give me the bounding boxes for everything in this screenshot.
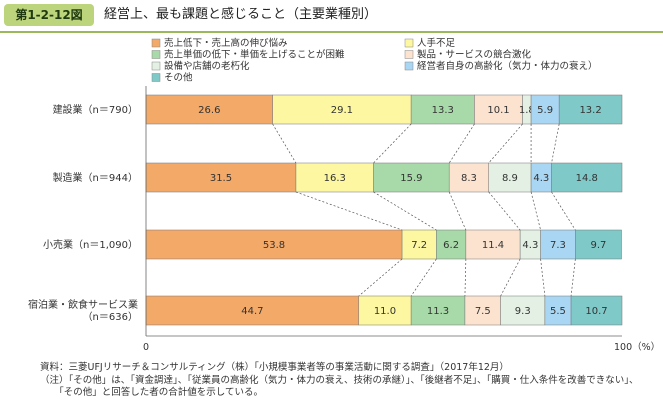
bar-segment xyxy=(295,162,374,193)
data-label: 44.7 xyxy=(241,306,263,317)
data-label: 11.0 xyxy=(374,306,396,317)
data-label: 13.2 xyxy=(579,105,601,116)
header-rule xyxy=(0,31,663,33)
data-label: 5.9 xyxy=(537,105,553,116)
connector-line xyxy=(500,258,521,297)
legend-swatch xyxy=(404,50,414,59)
legend-label: 売上低下・売上高の伸び悩み xyxy=(164,37,288,49)
figure-title: 経営上、最も課題と感じること（主要業種別） xyxy=(104,7,378,22)
category-label: 小売業（n＝1,090） xyxy=(43,238,138,251)
legend-swatch xyxy=(404,61,414,71)
data-label: 7.2 xyxy=(411,240,427,251)
connector-line xyxy=(488,123,523,164)
data-label: 10.7 xyxy=(585,306,607,317)
connector-line xyxy=(448,191,467,231)
bar-segment xyxy=(272,94,412,125)
data-label: 10.1 xyxy=(487,105,509,116)
connector-line xyxy=(551,191,576,231)
connector-line xyxy=(358,258,403,297)
bar-segment xyxy=(500,295,546,326)
bar-segment xyxy=(448,162,489,193)
connector-line xyxy=(570,258,576,297)
data-label: 7.3 xyxy=(550,240,566,251)
legend-swatch xyxy=(151,73,161,82)
data-label: 8.9 xyxy=(502,173,518,184)
legend-label: 製品・サービスの競合激化 xyxy=(417,49,532,61)
legend-swatch xyxy=(151,50,161,59)
category-label: （n＝636） xyxy=(83,311,138,323)
bar-segment xyxy=(410,295,466,326)
data-label: 4.3 xyxy=(533,173,549,184)
legend-swatch xyxy=(151,61,161,71)
category-label: 建設業（n＝790） xyxy=(53,103,138,116)
bar-segment xyxy=(358,295,412,326)
x-tick-label: 0 xyxy=(143,342,149,353)
legend-label: 経営者自身の高齢化（気力・体力の衰え） xyxy=(417,60,598,72)
data-label: 31.5 xyxy=(210,173,232,184)
legend-label: 設備や店舗の老朽化 xyxy=(164,60,250,72)
footnotes: 資料：三菱UFJリサーチ＆コンサルティング（株）「小規模事業者等の事業活動に関す… xyxy=(40,362,655,400)
data-label: 11.4 xyxy=(482,240,504,251)
data-label: 26.6 xyxy=(198,105,220,116)
data-label: 15.9 xyxy=(400,173,422,184)
data-label: 9.3 xyxy=(515,306,531,317)
data-label: 5.5 xyxy=(550,306,566,317)
data-label: 29.1 xyxy=(331,105,353,116)
bar-segment xyxy=(540,229,576,260)
bar-segment xyxy=(474,94,523,125)
connector-line xyxy=(464,258,467,297)
connector-line xyxy=(551,123,560,164)
bar-segment xyxy=(544,295,572,326)
figure-label: 第1-2-12図 xyxy=(4,4,94,26)
bar-segment xyxy=(145,295,360,326)
connector-line xyxy=(410,258,437,297)
data-label: 11.3 xyxy=(427,306,449,317)
bar-segment xyxy=(464,295,501,326)
legend-swatch xyxy=(151,38,161,48)
category-label: 宿泊業・飲食サービス業 xyxy=(28,298,138,311)
footnote-line-2: 「その他」と回答した者の合計値を示している。 xyxy=(40,387,263,398)
data-label: 16.3 xyxy=(324,173,346,184)
bar-segment xyxy=(410,94,475,125)
data-label: 1.8 xyxy=(519,105,535,116)
data-label: 9.7 xyxy=(590,240,606,251)
legend-label: その他 xyxy=(164,72,193,84)
category-label: 製造業（n＝944） xyxy=(53,171,138,184)
figure-header: 第1-2-12図 経営上、最も課題と感じること（主要業種別） xyxy=(0,0,663,34)
data-label: 8.3 xyxy=(461,173,477,184)
data-label: 13.3 xyxy=(432,105,454,116)
x-tick-label: 100（%） xyxy=(614,341,660,353)
legend-label: 売上単価の低下・単価を上げることが困難 xyxy=(164,49,345,61)
connector-line xyxy=(272,123,297,164)
data-label: 6.2 xyxy=(443,240,459,251)
connector-line xyxy=(373,123,412,164)
data-label: 14.8 xyxy=(576,173,598,184)
bar-segment xyxy=(373,162,450,193)
bar-segment xyxy=(551,162,623,193)
connector-line xyxy=(530,191,541,231)
bar-segment xyxy=(145,162,297,193)
data-label: 7.5 xyxy=(475,306,491,317)
bar-segment xyxy=(145,94,273,125)
bar-segment xyxy=(570,295,623,326)
legend-label: 人手不足 xyxy=(417,37,456,49)
connector-line xyxy=(295,191,403,231)
bar-segment xyxy=(436,229,467,260)
bar-segment xyxy=(465,229,521,260)
source-note: 資料：三菱UFJリサーチ＆コンサルティング（株）「小規模事業者等の事業活動に関す… xyxy=(40,362,509,373)
footnote-line-1: （注）「その他」は、「資金調達」、「従業員の高齢化（気力・体力の衰え、技術の承継… xyxy=(40,374,639,386)
connector-line xyxy=(448,123,475,164)
bar-segment xyxy=(575,229,622,260)
bar-segment xyxy=(488,162,532,193)
connector-line xyxy=(540,258,546,297)
connector-line xyxy=(488,191,521,231)
connector-line xyxy=(373,191,437,231)
bar-segment xyxy=(558,94,623,125)
data-label: 4.3 xyxy=(522,240,538,251)
data-label: 53.8 xyxy=(263,240,285,251)
legend-swatch xyxy=(404,38,414,48)
